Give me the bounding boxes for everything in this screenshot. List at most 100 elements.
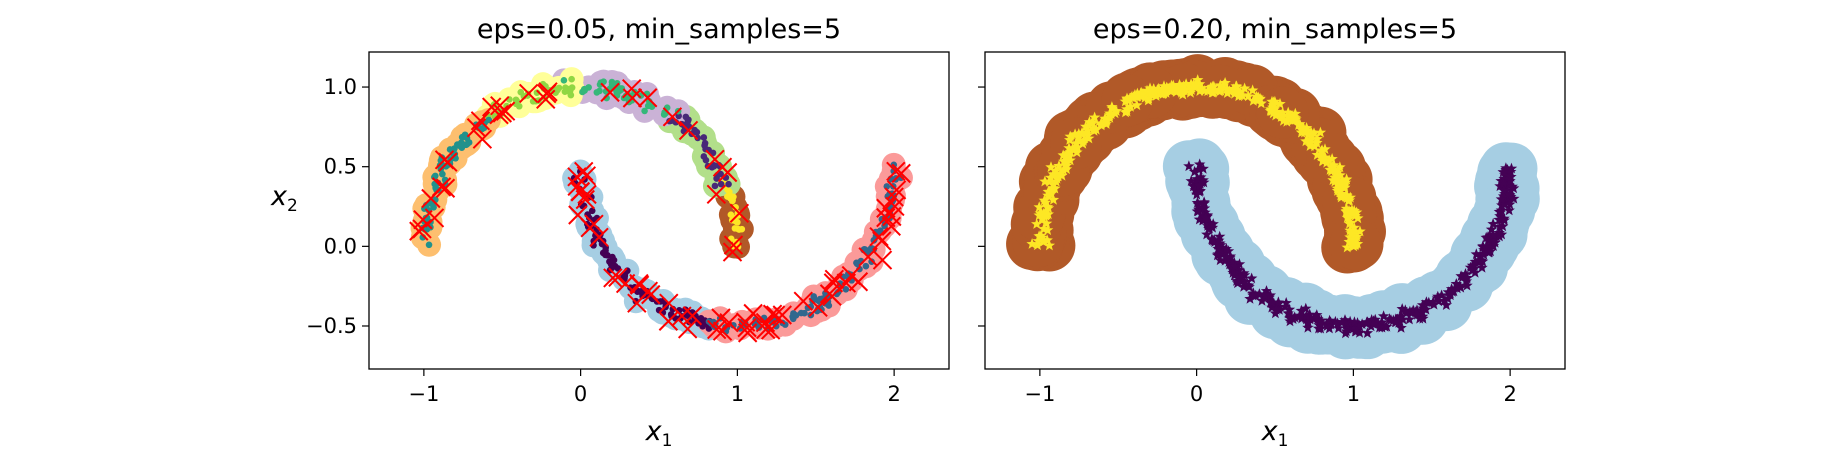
anomaly-marker (575, 189, 595, 210)
core-sample-star (1435, 289, 1448, 301)
core-sample-star (1283, 303, 1296, 315)
core-sample-star (1373, 321, 1386, 333)
core-sample-star (1339, 314, 1351, 325)
core-sample-star (1275, 111, 1287, 122)
core-sample-star (1031, 239, 1044, 251)
core-sample-star (1350, 238, 1362, 249)
core-sample-star (1389, 316, 1402, 328)
core-sample-star (1302, 321, 1314, 333)
core-sample-star (1340, 190, 1352, 202)
core-sample-star (1242, 90, 1254, 102)
core-sample-star (1101, 114, 1113, 126)
core-sample-star (1343, 235, 1355, 247)
core-sample-star (1127, 92, 1139, 103)
anomaly-marker (706, 184, 727, 204)
core-sample-star (1497, 166, 1509, 177)
core-sample-star (1076, 128, 1088, 139)
core-sample-star (1505, 170, 1517, 182)
y-tick-label: −0.5 (306, 314, 357, 338)
core-sample-star (1033, 201, 1045, 213)
anomaly-marker (735, 312, 756, 332)
core-sample-star (1194, 158, 1206, 170)
core-sample-star (1475, 254, 1487, 266)
anomaly-marker (662, 107, 683, 127)
anomaly-marker (641, 284, 661, 305)
core-sample-star (1326, 153, 1338, 164)
anomaly-marker (885, 196, 905, 217)
core-sample-star (1498, 214, 1510, 226)
x-tick-label: −1 (1024, 382, 1055, 406)
core-sample-star (1482, 246, 1495, 258)
core-sample-star (1064, 130, 1076, 142)
core-sample-star (1264, 289, 1276, 301)
core-sample-star (1420, 296, 1433, 307)
core-sample-star (1041, 224, 1054, 236)
core-sample-star (1121, 103, 1133, 115)
core-sample-star (1060, 154, 1073, 166)
core-sample-star (1505, 162, 1518, 174)
anomaly-marker (621, 78, 642, 99)
core-sample-star (1184, 86, 1197, 98)
core-sample-star (1131, 87, 1144, 99)
y-tick-label: 1.0 (324, 75, 357, 99)
core-sample-star (1247, 95, 1259, 106)
core-sample-star (1195, 176, 1208, 188)
core-sample-star (1192, 198, 1204, 210)
core-sample-star (1323, 154, 1335, 166)
core-sample-star (1180, 78, 1192, 89)
core-sample-star (1319, 151, 1331, 163)
core-sample-star (1247, 289, 1259, 301)
core-sample-star (1341, 241, 1353, 253)
core-sample-star (1366, 314, 1378, 325)
anomaly-marker (637, 88, 658, 108)
core-sample-star (1316, 154, 1329, 166)
anomaly-marker (536, 89, 556, 109)
core-sample-star (1281, 115, 1293, 127)
core-sample-star (1308, 127, 1320, 139)
core-sample-star (1348, 316, 1361, 328)
core-sample-star (1270, 303, 1282, 315)
core-sample-star (1442, 292, 1454, 304)
core-sample-star (1327, 159, 1340, 171)
core-sample-star (1445, 283, 1458, 294)
core-sample-star (1141, 84, 1153, 96)
core-sample-star (1035, 229, 1047, 241)
core-sample-point (883, 183, 891, 190)
core-sample-point (567, 91, 575, 99)
left-ticks: −1 0 1 2 −0.5 0.0 0.5 1.0 (306, 75, 901, 406)
core-sample-star (1252, 93, 1265, 105)
core-sample-point (810, 294, 818, 302)
core-sample-star (1487, 218, 1499, 229)
core-sample-star (1332, 322, 1345, 334)
core-sample-star (1219, 77, 1231, 88)
anomaly-marker (717, 162, 738, 183)
core-sample-star (1344, 207, 1357, 218)
core-sample-star (1243, 279, 1255, 291)
core-sample-star (1485, 223, 1498, 235)
core-sample-star (1228, 256, 1240, 268)
core-sample-star (1493, 213, 1505, 225)
core-sample-star (1106, 101, 1118, 112)
anomaly-marker (435, 178, 456, 198)
core-sample-point (717, 180, 725, 188)
core-sample-star (1315, 150, 1327, 162)
y-tick-label: 0.0 (324, 234, 357, 258)
anomaly-marker (518, 83, 539, 104)
anomaly-marker (434, 150, 455, 170)
core-sample-star (1450, 278, 1462, 289)
core-sample-star (1183, 160, 1195, 172)
core-sample-point (485, 116, 493, 124)
anomaly-marker (589, 227, 609, 247)
core-sample-point (456, 142, 464, 150)
core-sample-star (1194, 184, 1206, 196)
core-sample-star (1461, 279, 1473, 291)
right-cluster-cores (1026, 74, 1520, 339)
core-sample-star (1165, 79, 1178, 91)
core-sample-star (1346, 204, 1358, 215)
core-sample-star (1191, 205, 1203, 217)
core-sample-point (608, 78, 616, 86)
core-sample-star (1295, 304, 1308, 316)
core-sample-star (1302, 128, 1314, 140)
core-sample-point (726, 192, 734, 200)
core-sample-star (1064, 134, 1076, 145)
